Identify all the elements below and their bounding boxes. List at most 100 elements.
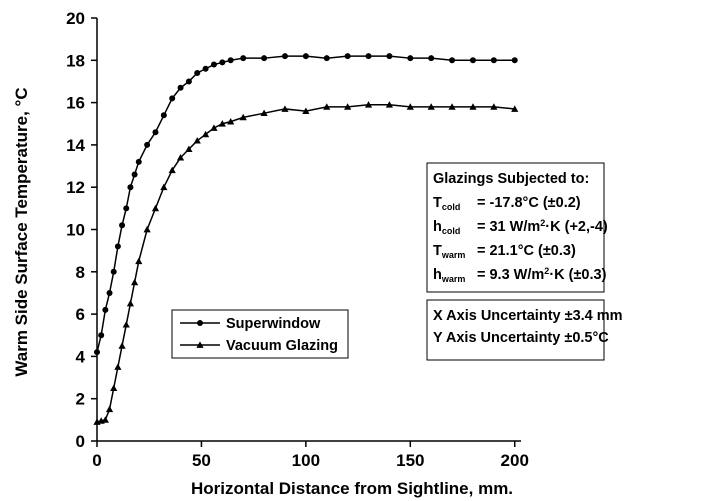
annotation-text: 2 (544, 266, 549, 276)
data-point (131, 171, 138, 178)
x-tick-label: 0 (92, 451, 101, 470)
annotation-text: ·K (+2,-4) (545, 219, 608, 235)
annotation-text: T (433, 195, 442, 211)
annotation-text: = 9.3 W/m (477, 267, 544, 283)
data-point (344, 53, 351, 60)
data-point (323, 55, 330, 62)
data-point (227, 118, 235, 125)
data-point (364, 101, 373, 108)
data-point (202, 130, 210, 138)
data-point (105, 405, 114, 413)
legend-label: Superwindow (226, 316, 321, 332)
y-tick-label: 0 (76, 432, 85, 451)
data-point (193, 137, 201, 144)
data-point (406, 103, 414, 110)
annotation-line: hwarm = 9.3 W/m2·K (±0.3) (433, 266, 607, 284)
annotation-line: Y Axis Uncertainty ±0.5°C (433, 330, 609, 346)
x-tick-label: 200 (501, 451, 529, 470)
data-point (123, 205, 130, 212)
annotation-box (426, 299, 605, 361)
data-point (490, 57, 497, 64)
data-point (194, 69, 201, 76)
y-tick-label: 10 (66, 221, 85, 240)
annotation-box (426, 162, 605, 293)
data-point (218, 120, 226, 127)
y-tick-label: 14 (66, 136, 85, 155)
data-point (385, 101, 394, 108)
data-point (126, 299, 135, 307)
annotation-text: cold (442, 226, 461, 236)
data-point (151, 204, 160, 212)
data-point (94, 349, 100, 356)
data-point (490, 103, 498, 110)
data-point (119, 222, 126, 229)
data-point (101, 416, 109, 423)
data-point (135, 158, 142, 165)
y-tick-label: 4 (76, 347, 86, 366)
annotation-text: = 31 W/m (477, 219, 540, 235)
annotation-text: = -17.8°C (±0.2) (477, 195, 581, 211)
data-point (261, 55, 268, 62)
annotation-line: Twarm = 21.1°C (±0.3) (433, 243, 576, 260)
data-point (427, 103, 435, 110)
data-point (511, 105, 519, 112)
annotation-text: h (433, 219, 442, 235)
data-point (110, 384, 118, 392)
legend-label: Vacuum Glazing (226, 338, 338, 354)
y-tick-label: 20 (66, 9, 85, 28)
data-point (323, 103, 331, 110)
data-point (210, 61, 217, 68)
y-tick-label: 2 (76, 390, 85, 409)
data-point (448, 103, 456, 110)
annotation-text: warm (441, 274, 466, 284)
annotation-line: Tcold = -17.8°C (±0.2) (433, 195, 581, 212)
annotation-text: Y Axis Uncertainty ±0.5°C (433, 330, 609, 346)
y-tick-label: 16 (66, 94, 85, 113)
data-point (110, 268, 117, 275)
data-point (114, 243, 121, 250)
data-point (160, 183, 168, 191)
annotation-text: cold (442, 202, 461, 212)
data-point (176, 153, 185, 161)
data-point (122, 321, 130, 328)
data-point (302, 53, 309, 60)
annotation-text: 2 (540, 218, 545, 228)
data-point (239, 113, 247, 121)
annotation-line: hcold = 31 W/m2·K (+2,-4) (433, 218, 608, 236)
data-point (365, 53, 372, 60)
series-line (96, 55, 515, 353)
legend-marker (196, 341, 204, 348)
data-point (302, 107, 310, 114)
annotation-text: warm (441, 250, 466, 260)
legend-marker (197, 320, 203, 326)
data-point (114, 363, 122, 370)
y-tick-label: 6 (76, 305, 85, 324)
data-point (511, 57, 518, 64)
x-tick-label: 100 (292, 451, 320, 470)
data-point (260, 109, 268, 117)
data-point (160, 112, 167, 119)
y-tick-label: 12 (66, 178, 85, 197)
legend-box (171, 309, 349, 359)
x-tick-label: 150 (396, 451, 424, 470)
data-point (118, 342, 126, 349)
annotation-text: T (433, 243, 442, 259)
annotation-text: = 21.1°C (±0.3) (477, 243, 576, 259)
data-point (135, 257, 143, 265)
data-point (127, 184, 134, 191)
data-point (169, 95, 176, 102)
series-line (96, 103, 515, 423)
data-point (281, 53, 288, 60)
data-point (227, 57, 234, 64)
data-point (102, 306, 109, 313)
annotation-text: h (433, 267, 442, 283)
data-point (407, 55, 414, 62)
annotation-line: X Axis Uncertainty ±3.4 mm (433, 308, 623, 324)
data-point (281, 105, 289, 112)
data-point (428, 55, 435, 62)
data-point (152, 129, 159, 136)
data-point (219, 59, 226, 66)
data-point (144, 141, 151, 148)
data-point (177, 84, 184, 91)
